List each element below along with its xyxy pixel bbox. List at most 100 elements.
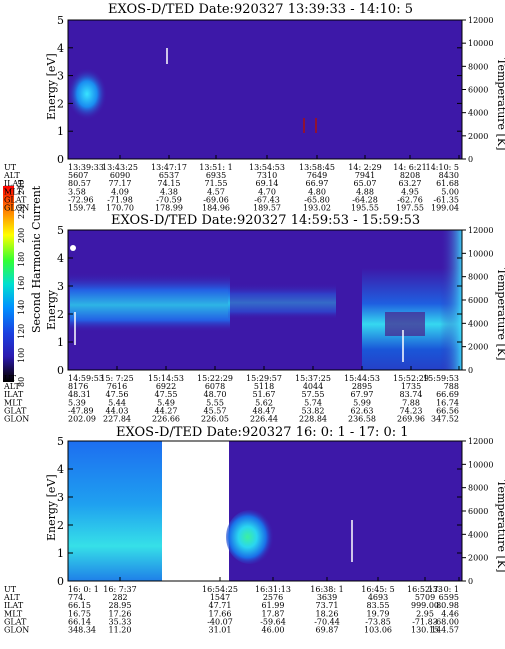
ephemeris-value: -73.85 xyxy=(365,617,391,626)
panel-3-ylabel-right: Temperature [K] xyxy=(495,480,505,572)
ephemeris-value: 67.97 xyxy=(351,390,374,399)
panel-2-ylabel-left: Energy xyxy=(45,289,58,330)
ephemeris-value: 16:54:25 xyxy=(202,585,238,594)
colorbar-tick-label: 80 xyxy=(17,377,26,387)
ephemeris-value: 8176 xyxy=(68,382,88,391)
panel-2-left-ticks: 0 1 2 3 4 5 xyxy=(57,224,462,377)
ephemeris-value: 31.01 xyxy=(209,626,232,635)
left-tick-label: 3 xyxy=(57,491,64,504)
ephemeris-value: 69.14 xyxy=(256,179,279,188)
panel-1: EXOS-D/TED Date:920327 13:39:33 - 14:10:… xyxy=(3,2,505,213)
ephemeris-value: 1547 xyxy=(210,593,230,602)
ephemeris-value: 282 xyxy=(112,593,127,602)
ephemeris-value: 7649 xyxy=(307,171,327,180)
ephemeris-row-label: ALT xyxy=(3,382,20,391)
ephemeris-value: 5.99 xyxy=(353,398,371,407)
ephemeris-value: 6595 xyxy=(439,593,459,602)
ephemeris-value: 5709 xyxy=(415,593,435,602)
ephemeris-value: 347.52 xyxy=(431,415,459,424)
left-tick-label: 0 xyxy=(57,575,64,588)
left-tick-label: 3 xyxy=(57,70,64,83)
panel-3-ephemeris: UT 16: 0: 1 16: 7:37 16:54:25 16:31:13 16:38:… xyxy=(3,577,460,635)
ephemeris-row-label: GLON xyxy=(4,204,29,213)
right-tick-label: 8000 xyxy=(468,62,488,71)
left-tick-label: 4 xyxy=(57,463,64,476)
ephemeris-value: 61.68 xyxy=(436,179,459,188)
panel-3-left-ticks: 0 1 2 3 4 5 xyxy=(57,435,462,588)
right-tick-label: 0 xyxy=(468,577,473,586)
colorbar-tick-label: 120 xyxy=(17,324,26,339)
ephemeris-value: 7941 xyxy=(355,171,375,180)
left-tick-label: 1 xyxy=(57,547,64,560)
ephemeris-value: 4.95 xyxy=(401,187,419,196)
ephemeris-value: 69.87 xyxy=(316,626,339,635)
ephemeris-value: 16.74 xyxy=(436,398,459,407)
ephemeris-value: 226.66 xyxy=(152,415,180,424)
ephemeris-value: 18.26 xyxy=(316,609,339,618)
ephemeris-value: 14: 6:21 xyxy=(393,163,426,172)
ephemeris-value: -59.64 xyxy=(260,617,286,626)
ephemeris-value: 6935 xyxy=(206,171,226,180)
right-tick-label: 2000 xyxy=(468,132,488,141)
ephemeris-value: 178.99 xyxy=(155,204,183,213)
panel-3-data-gap xyxy=(162,441,229,581)
ephemeris-value: 4.80 xyxy=(308,187,326,196)
right-tick-label: 4000 xyxy=(468,530,488,539)
left-tick-label: 4 xyxy=(57,252,64,265)
ephemeris-value: 2895 xyxy=(352,382,372,391)
ephemeris-value: 193.02 xyxy=(303,204,331,213)
panel-2-plot xyxy=(67,229,463,371)
ephemeris-value: 236.58 xyxy=(348,415,376,424)
ephemeris-value: -70.59 xyxy=(156,195,182,204)
ephemeris-value: 83.55 xyxy=(367,601,390,610)
ephemeris-value: 19.79 xyxy=(367,609,390,618)
ephemeris-value: 73.71 xyxy=(316,601,339,610)
panel-2-band xyxy=(70,272,230,332)
ephemeris-value: 11.20 xyxy=(109,626,132,635)
ephemeris-value: 15:44:53 xyxy=(344,374,380,383)
ephemeris-value: 226.44 xyxy=(250,415,278,424)
ephemeris-value: 15:29:57 xyxy=(246,374,282,383)
ephemeris-value: 17: 0: 1 xyxy=(428,585,459,594)
ephemeris-value: 774. xyxy=(68,593,86,602)
ephemeris-value: 5.44 xyxy=(108,398,126,407)
right-tick-label: 6000 xyxy=(468,86,488,95)
panel-2-right-edge xyxy=(440,230,462,370)
left-tick-label: 0 xyxy=(57,364,64,377)
panel-2-title: EXOS-D/TED Date:920327 14:59:53 - 15:59:… xyxy=(111,213,420,228)
ephemeris-value: 16:52:33 xyxy=(407,585,443,594)
ephemeris-value: 17.26 xyxy=(109,609,132,618)
ephemeris-value: 4693 xyxy=(368,593,388,602)
ephemeris-value: 5.39 xyxy=(68,398,86,407)
panel-2-band-tail xyxy=(228,283,336,319)
ephemeris-value: 14:10: 5 xyxy=(426,163,459,172)
ephemeris-value: -69.06 xyxy=(203,195,229,204)
ephemeris-value: 48.70 xyxy=(204,390,227,399)
colorbar-tick-label: 240 xyxy=(17,180,26,195)
ephemeris-value: 184.96 xyxy=(202,204,230,213)
ephemeris-value: 66.14 xyxy=(68,617,91,626)
panel-1-plot xyxy=(67,19,463,160)
ephemeris-value: 66.69 xyxy=(436,390,459,399)
panel-2-marker xyxy=(70,245,76,251)
ephemeris-value: 62.63 xyxy=(351,406,374,415)
ephemeris-value: 269.96 xyxy=(397,415,425,424)
ephemeris-value: 28.95 xyxy=(109,601,132,610)
ephemeris-row-label: ALT xyxy=(3,593,20,602)
colorbar-tick-label: 160 xyxy=(17,276,26,291)
ephemeris-value: -67.43 xyxy=(254,195,280,204)
ephemeris-value: 13:43:25 xyxy=(102,163,138,172)
ephemeris-value: 197.55 xyxy=(396,204,424,213)
right-tick-label: 4000 xyxy=(468,109,488,118)
ephemeris-value: 5118 xyxy=(254,382,274,391)
ephemeris-value: 6090 xyxy=(110,171,130,180)
panel-2: EXOS-D/TED Date:920327 14:59:53 - 15:59:… xyxy=(3,213,505,424)
ephemeris-value: 74.15 xyxy=(158,179,181,188)
ephemeris-value: 170.70 xyxy=(106,204,134,213)
ephemeris-value: 103.06 xyxy=(364,626,392,635)
ephemeris-value: 44.03 xyxy=(106,406,129,415)
ephemeris-value: 65.07 xyxy=(354,179,377,188)
right-tick-label: 2000 xyxy=(468,554,488,563)
ephemeris-value: 66.56 xyxy=(436,406,459,415)
